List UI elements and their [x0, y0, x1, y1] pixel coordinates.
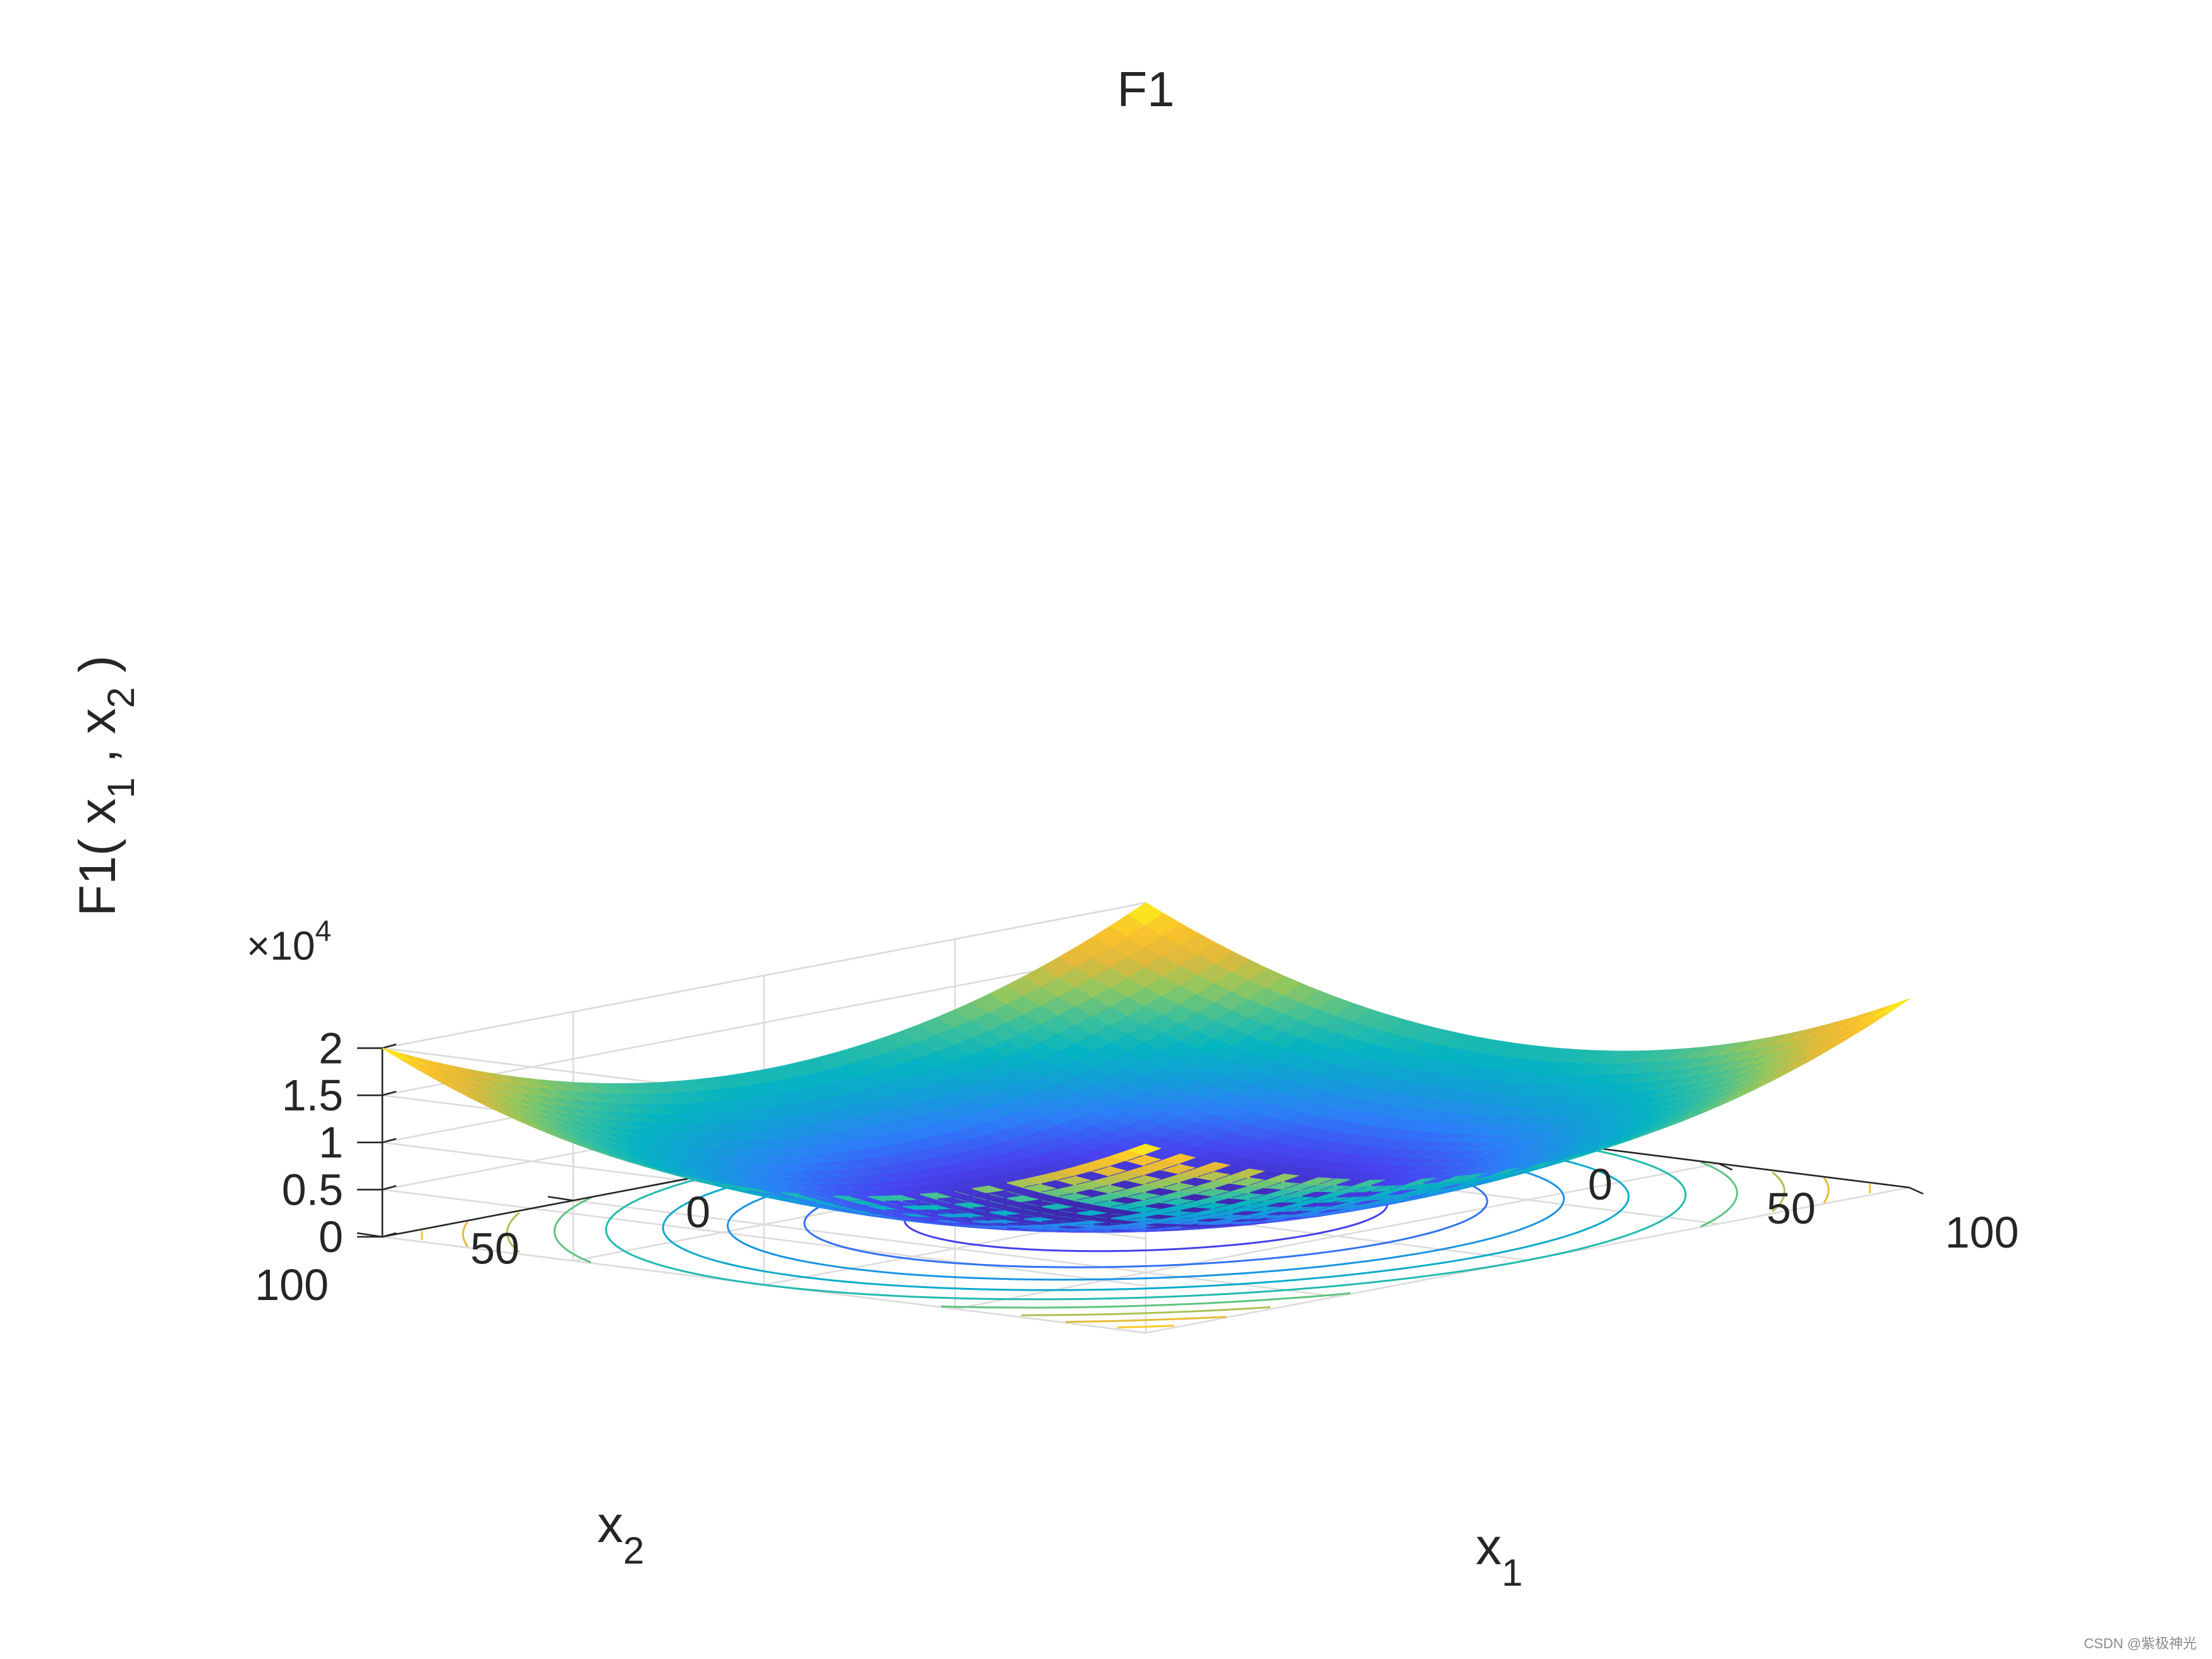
surface-patch	[1874, 998, 1910, 1018]
z-tick	[382, 1043, 397, 1049]
contour-line	[461, 1101, 1830, 1323]
grid-edge	[382, 902, 1146, 1049]
x-tick-label: 0	[1588, 1160, 1613, 1209]
z-tick-label: 0	[319, 1212, 343, 1261]
z-tick	[382, 1090, 397, 1097]
grid-line	[954, 1162, 1719, 1310]
grid-line	[382, 1189, 1146, 1287]
contour-line	[553, 1115, 1739, 1309]
x-tick-label: 100	[1945, 1208, 2019, 1257]
y-tick-label: 50	[470, 1224, 520, 1273]
x-tick-label: 50	[1766, 1184, 1816, 1233]
z-tick-label: 1	[319, 1118, 343, 1167]
x-axis-label: x1	[1476, 1518, 1522, 1594]
watermark-text: CSDN @紫极神光	[2084, 1636, 2197, 1651]
label-layer: F1 ×104 x1 x2 F1( x1 , x2 )	[69, 61, 1522, 1594]
z-tick	[382, 1138, 397, 1143]
z-tick-label: 0.5	[282, 1165, 343, 1214]
x-tick	[1718, 1162, 1733, 1171]
y-axis-label: x2	[597, 1496, 644, 1572]
contour-line	[506, 1108, 1786, 1316]
z-exponent-label: ×104	[246, 914, 331, 968]
y-tick-label: 0	[686, 1188, 710, 1237]
z-axis-label: F1( x1 , x2 )	[69, 655, 142, 916]
grid-line	[573, 1200, 1337, 1297]
z-tick	[382, 1232, 397, 1238]
y-tick-label: 100	[255, 1260, 329, 1310]
x-tick	[1909, 1186, 1924, 1195]
y-tick	[547, 1196, 574, 1201]
surface-layer	[382, 902, 1910, 1233]
z-tick-label: 1.5	[282, 1071, 343, 1120]
z-tick	[382, 1185, 397, 1191]
contour-line	[420, 1096, 1871, 1328]
chart-title: F1	[1117, 61, 1174, 117]
grid-line	[382, 949, 1146, 1097]
z-tick-label: 2	[319, 1023, 343, 1073]
